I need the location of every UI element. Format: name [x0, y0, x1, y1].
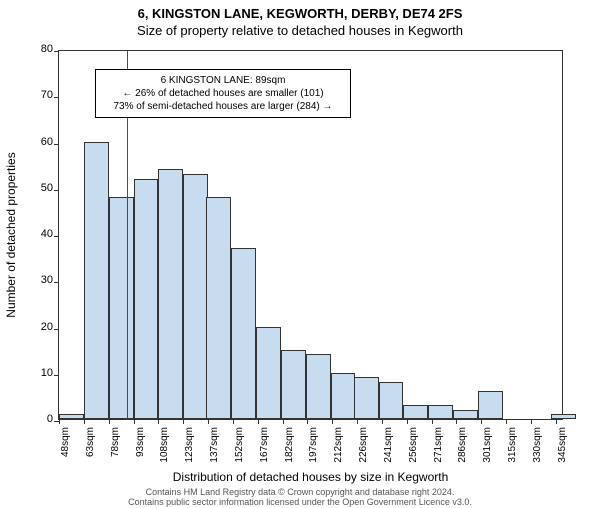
ytick-mark: [54, 375, 59, 376]
xtick-mark: [556, 419, 557, 424]
xtick-label: 330sqm: [532, 427, 543, 467]
xtick-mark: [332, 419, 333, 424]
annotation-line: 73% of semi-detached houses are larger (…: [102, 100, 344, 113]
ytick-label: 20: [23, 321, 53, 333]
xtick-label: 48sqm: [60, 427, 71, 467]
histogram-bar: [134, 179, 159, 420]
xtick-label: 167sqm: [259, 427, 270, 467]
ytick-label: 70: [23, 89, 53, 101]
histogram-bar: [256, 327, 281, 420]
histogram-bar: [354, 377, 379, 419]
xtick-label: 271sqm: [433, 427, 444, 467]
histogram-bar: [109, 197, 134, 419]
xtick-label: 123sqm: [184, 427, 195, 467]
histogram-plot-area: 6 KINGSTON LANE: 89sqm← 26% of detached …: [58, 50, 563, 420]
xtick-label: 256sqm: [408, 427, 419, 467]
xtick-label: 137sqm: [209, 427, 220, 467]
xtick-mark: [233, 419, 234, 424]
footer-line2: Contains public sector information licen…: [0, 498, 600, 508]
attribution-footer: Contains HM Land Registry data © Crown c…: [0, 488, 600, 508]
chart-title-line1: 6, KINGSTON LANE, KEGWORTH, DERBY, DE74 …: [0, 6, 600, 21]
xtick-label: 197sqm: [308, 427, 319, 467]
xtick-label: 345sqm: [557, 427, 568, 467]
xtick-mark: [456, 419, 457, 424]
xtick-mark: [208, 419, 209, 424]
xtick-mark: [481, 419, 482, 424]
xtick-mark: [134, 419, 135, 424]
histogram-bar: [428, 405, 453, 419]
histogram-bar: [306, 354, 331, 419]
xtick-label: 286sqm: [457, 427, 468, 467]
xtick-label: 182sqm: [284, 427, 295, 467]
ytick-label: 50: [23, 182, 53, 194]
histogram-bar: [331, 373, 356, 419]
xtick-label: 152sqm: [234, 427, 245, 467]
xtick-mark: [183, 419, 184, 424]
xtick-label: 226sqm: [358, 427, 369, 467]
xtick-mark: [283, 419, 284, 424]
ytick-label: 30: [23, 274, 53, 286]
xtick-label: 93sqm: [135, 427, 146, 467]
xtick-mark: [407, 419, 408, 424]
xtick-label: 315sqm: [507, 427, 518, 467]
histogram-bar: [403, 405, 428, 419]
xtick-mark: [382, 419, 383, 424]
ytick-label: 0: [23, 413, 53, 425]
ytick-mark: [54, 97, 59, 98]
ytick-mark: [54, 329, 59, 330]
histogram-bar: [59, 414, 84, 419]
xtick-mark: [531, 419, 532, 424]
y-axis-label: Number of detached properties: [4, 50, 24, 420]
annotation-box: 6 KINGSTON LANE: 89sqm← 26% of detached …: [95, 69, 351, 118]
ytick-mark: [54, 190, 59, 191]
ytick-label: 60: [23, 136, 53, 148]
xtick-label: 241sqm: [383, 427, 394, 467]
histogram-bar: [281, 350, 306, 419]
xtick-label: 63sqm: [85, 427, 96, 467]
annotation-line: 6 KINGSTON LANE: 89sqm: [102, 74, 344, 87]
ytick-label: 80: [23, 43, 53, 55]
xtick-label: 301sqm: [482, 427, 493, 467]
xtick-mark: [307, 419, 308, 424]
xtick-mark: [158, 419, 159, 424]
histogram-bar: [231, 248, 256, 419]
xtick-label: 78sqm: [110, 427, 121, 467]
xtick-mark: [258, 419, 259, 424]
chart-title-line2: Size of property relative to detached ho…: [0, 23, 600, 38]
xtick-mark: [109, 419, 110, 424]
xtick-mark: [506, 419, 507, 424]
xtick-mark: [84, 419, 85, 424]
ytick-mark: [54, 282, 59, 283]
ytick-label: 40: [23, 228, 53, 240]
ytick-mark: [54, 236, 59, 237]
xtick-label: 212sqm: [333, 427, 344, 467]
ytick-mark: [54, 144, 59, 145]
ytick-label: 10: [23, 367, 53, 379]
histogram-bar: [206, 197, 231, 419]
histogram-bar: [551, 414, 576, 419]
histogram-bar: [379, 382, 404, 419]
histogram-bar: [453, 410, 478, 419]
ytick-mark: [54, 51, 59, 52]
annotation-line: ← 26% of detached houses are smaller (10…: [102, 87, 344, 100]
xtick-mark: [59, 419, 60, 424]
histogram-bar: [183, 174, 208, 419]
x-axis-label: Distribution of detached houses by size …: [58, 470, 563, 484]
histogram-bar: [158, 169, 183, 419]
xtick-mark: [357, 419, 358, 424]
histogram-bar: [478, 391, 503, 419]
xtick-label: 108sqm: [159, 427, 170, 467]
xtick-mark: [432, 419, 433, 424]
histogram-bar: [84, 142, 109, 420]
